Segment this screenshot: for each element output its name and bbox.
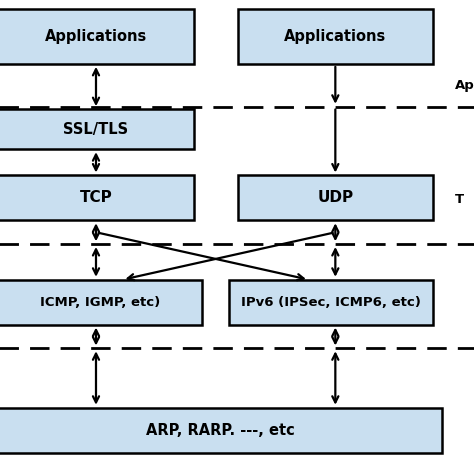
FancyBboxPatch shape [0, 280, 202, 325]
Text: UDP: UDP [317, 191, 354, 205]
Text: SSL/TLS: SSL/TLS [64, 122, 128, 137]
Text: Applications: Applications [45, 29, 147, 44]
FancyBboxPatch shape [238, 175, 433, 220]
FancyBboxPatch shape [0, 109, 193, 149]
FancyBboxPatch shape [0, 408, 442, 453]
Text: TCP: TCP [80, 191, 112, 205]
Text: ARP, RARP. ---, etc: ARP, RARP. ---, etc [146, 423, 294, 438]
FancyBboxPatch shape [238, 9, 433, 64]
Text: Applications: Applications [284, 29, 386, 44]
Text: ICMP, IGMP, etc): ICMP, IGMP, etc) [40, 296, 161, 309]
FancyBboxPatch shape [0, 9, 193, 64]
Text: Ap: Ap [455, 79, 474, 92]
FancyBboxPatch shape [0, 175, 193, 220]
FancyBboxPatch shape [229, 280, 433, 325]
Text: IPv6 (IPSec, ICMP6, etc): IPv6 (IPSec, ICMP6, etc) [241, 296, 421, 309]
Text: T: T [455, 192, 464, 206]
